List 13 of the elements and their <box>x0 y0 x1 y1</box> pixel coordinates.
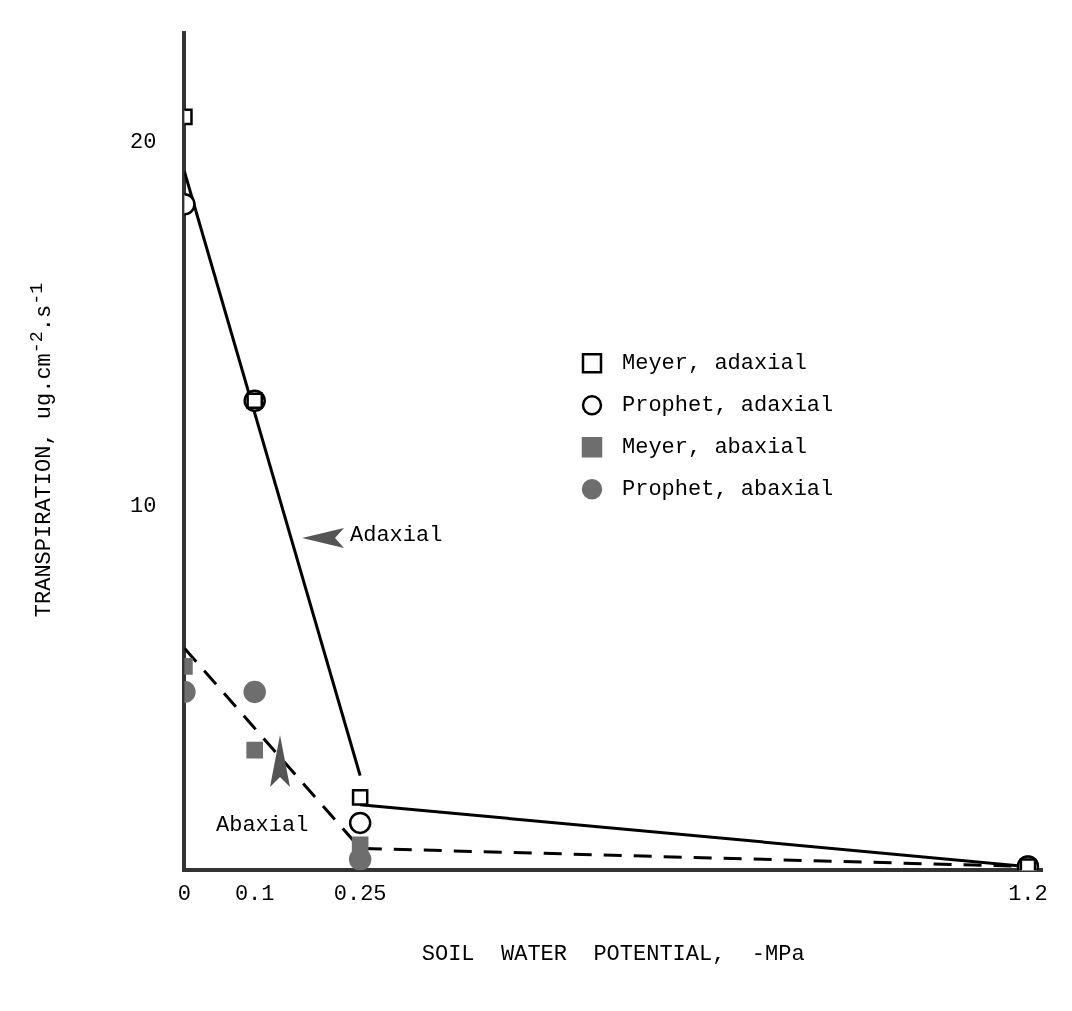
x-tick-label: 0 <box>177 882 192 908</box>
x-tick-label: 0.1 <box>234 882 275 908</box>
x-axis-title: SOIL WATER POTENTIAL, -MPa <box>421 941 805 967</box>
legend-label: Meyer, adaxial <box>622 351 807 377</box>
annotation: Abaxial <box>216 813 309 838</box>
legend-label: Prophet, abaxial <box>622 477 834 503</box>
annotation: Adaxial <box>350 523 443 548</box>
y-tick-label: 10 <box>130 494 157 520</box>
legend-label: Meyer, abaxial <box>622 435 807 461</box>
x-tick-label: 1.2 <box>1008 882 1048 908</box>
y-tick-label: 20 <box>130 130 157 156</box>
x-tick-label: 0.25 <box>333 882 387 908</box>
legend-label: Prophet, adaxial <box>622 393 834 419</box>
